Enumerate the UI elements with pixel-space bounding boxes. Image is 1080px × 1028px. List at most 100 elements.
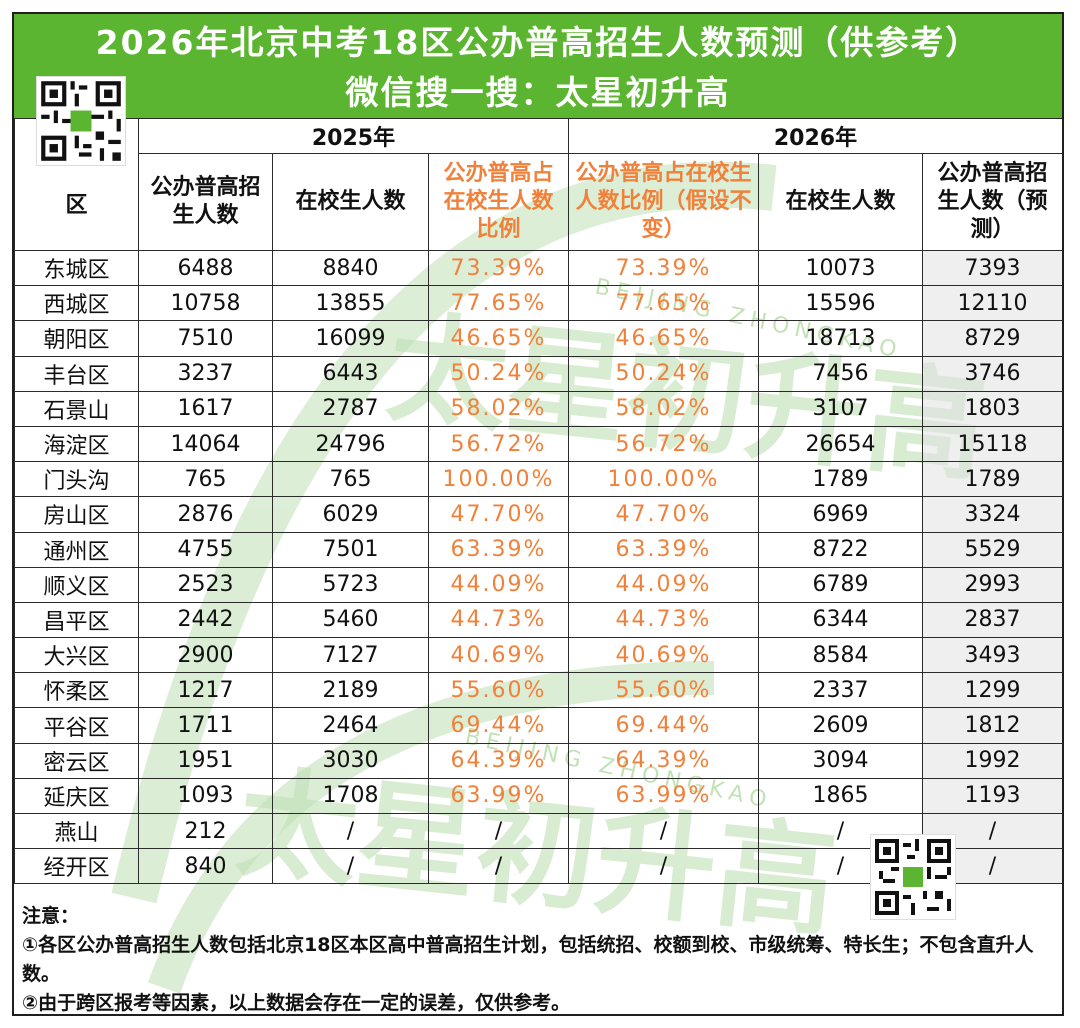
- table-row: 丰台区 3237 6443 50.24% 50.24% 7456 3746: [14, 355, 1062, 392]
- cell-ratio-2026: 77.65%: [568, 285, 759, 322]
- cell-students-2026: 8722: [758, 531, 923, 568]
- cell-ratio-2026: 69.44%: [568, 707, 759, 744]
- cell-students-2026: 2609: [758, 707, 923, 744]
- cell-enroll-2026: 2837: [922, 601, 1062, 639]
- cell-enroll-2026: 7393: [922, 249, 1062, 287]
- group-2026-header: 2026年: [568, 118, 1062, 154]
- cell-district: 通州区: [14, 531, 139, 568]
- cell-students-2026: 6344: [758, 601, 923, 639]
- cell-enroll-2025: 1217: [138, 672, 273, 709]
- qr-code-icon: [37, 77, 125, 165]
- cell-ratio-2026: 44.09%: [568, 566, 759, 603]
- title-banner: 2026年北京中考18区公办普高招生人数预测（供参考） 微信搜一搜：太星初升高: [14, 14, 1062, 118]
- cell-ratio-2025: 47.70%: [428, 496, 569, 533]
- cell-enroll-2025: 3237: [138, 355, 273, 392]
- cell-district: 海淀区: [14, 425, 139, 463]
- cell-students-2025: 13855: [272, 285, 429, 322]
- cell-district: 平谷区: [14, 707, 139, 744]
- cell-students-2025: 7127: [272, 637, 429, 674]
- cell-district: 怀柔区: [14, 672, 139, 709]
- cell-ratio-2025: 63.39%: [428, 531, 569, 568]
- cell-students-2025: 2464: [272, 707, 429, 744]
- cell-ratio-2026: 63.39%: [568, 531, 759, 568]
- cell-district: 门头沟: [14, 461, 139, 498]
- table-row: 怀柔区 1217 2189 55.60% 55.60% 2337 1299: [14, 672, 1062, 709]
- cell-ratio-2025: 56.72%: [428, 425, 569, 463]
- cell-students-2026: 26654: [758, 425, 923, 463]
- col-students-2026: 在校生人数: [758, 153, 923, 251]
- cell-enroll-2026: 2993: [922, 566, 1062, 603]
- qr-code-icon: [871, 835, 955, 919]
- cell-enroll-2025: 1951: [138, 742, 273, 779]
- cell-district: 丰台区: [14, 355, 139, 392]
- cell-ratio-2025: 44.09%: [428, 566, 569, 603]
- cell-enroll-2025: 765: [138, 461, 273, 498]
- notes-section: 注意： ①各区公办普高招生人数包括北京18区本区高中普高招生计划，包括统招、校额…: [14, 896, 1062, 1014]
- document-frame: 太星初升高 BEIJING ZHONGKAO 太星初升高 BEIJING ZHO…: [12, 12, 1064, 1016]
- cell-enroll-2025: 2523: [138, 566, 273, 603]
- cell-ratio-2026: 58.02%: [568, 390, 759, 427]
- cell-district: 东城区: [14, 249, 139, 287]
- cell-enroll-2025: 14064: [138, 425, 273, 463]
- cell-enroll-2025: 212: [138, 812, 273, 850]
- cell-students-2026: 15596: [758, 285, 923, 322]
- cell-ratio-2026: 46.65%: [568, 320, 759, 357]
- cell-district: 昌平区: [14, 601, 139, 639]
- page-subtitle: 微信搜一搜：太星初升高: [345, 73, 731, 112]
- col-enroll-2026: 公办普高招生人数（预测）: [922, 153, 1062, 251]
- cell-district: 燕山: [14, 812, 139, 850]
- cell-students-2025: /: [272, 848, 429, 885]
- cell-enroll-2025: 1093: [138, 777, 273, 815]
- cell-enroll-2026: /: [922, 812, 1062, 850]
- cell-students-2026: 8584: [758, 637, 923, 674]
- cell-enroll-2026: 1789: [922, 461, 1062, 498]
- table-row: 西城区 10758 13855 77.65% 77.65% 15596 12110: [14, 285, 1062, 322]
- cell-ratio-2026: 73.39%: [568, 249, 759, 287]
- cell-ratio-2026: 50.24%: [568, 355, 759, 392]
- cell-enroll-2025: 10758: [138, 285, 273, 322]
- cell-district: 大兴区: [14, 637, 139, 674]
- cell-ratio-2025: 50.24%: [428, 355, 569, 392]
- cell-ratio-2025: 100.00%: [428, 461, 569, 498]
- cell-ratio-2026: /: [568, 848, 759, 885]
- cell-students-2025: 2787: [272, 390, 429, 427]
- cell-students-2025: 1708: [272, 777, 429, 815]
- note-item-1: ①各区公办普高招生人数包括北京18区本区高中普高招生计划，包括统招、校额到校、市…: [22, 934, 1034, 985]
- table-row: 大兴区 2900 7127 40.69% 40.69% 8584 3493: [14, 637, 1062, 674]
- cell-enroll-2025: 1711: [138, 707, 273, 744]
- table-row: 密云区 1951 3030 64.39% 64.39% 3094 1992: [14, 742, 1062, 779]
- cell-students-2026: 7456: [758, 355, 923, 392]
- cell-ratio-2025: 40.69%: [428, 637, 569, 674]
- cell-ratio-2025: 69.44%: [428, 707, 569, 744]
- table-row: 东城区 6488 8840 73.39% 73.39% 10073 7393: [14, 249, 1062, 287]
- cell-enroll-2025: 2442: [138, 601, 273, 639]
- cell-district: 西城区: [14, 285, 139, 322]
- cell-students-2026: 18713: [758, 320, 923, 357]
- cell-students-2025: 7501: [272, 531, 429, 568]
- qr-code-bottom: [870, 834, 956, 920]
- cell-enroll-2026: 3493: [922, 637, 1062, 674]
- cell-enroll-2025: 2900: [138, 637, 273, 674]
- cell-enroll-2025: 7510: [138, 320, 273, 357]
- cell-students-2026: 3094: [758, 742, 923, 779]
- cell-ratio-2025: 63.99%: [428, 777, 569, 815]
- cell-enroll-2026: 3324: [922, 496, 1062, 533]
- cell-district: 顺义区: [14, 566, 139, 603]
- table-row: 石景山 1617 2787 58.02% 58.02% 3107 1803: [14, 390, 1062, 427]
- cell-students-2025: 16099: [272, 320, 429, 357]
- cell-ratio-2025: 58.02%: [428, 390, 569, 427]
- col-students-2025: 在校生人数: [272, 153, 429, 251]
- cell-students-2026: 2337: [758, 672, 923, 709]
- cell-students-2025: 765: [272, 461, 429, 498]
- cell-students-2026: 1865: [758, 777, 923, 815]
- table-row: 平谷区 1711 2464 69.44% 69.44% 2609 1812: [14, 707, 1062, 744]
- col-ratio-2025: 公办普高占在校生人数比例: [428, 153, 569, 251]
- cell-ratio-2025: 77.65%: [428, 285, 569, 322]
- cell-district: 朝阳区: [14, 320, 139, 357]
- district-header: 区: [65, 192, 88, 218]
- cell-district: 石景山: [14, 390, 139, 427]
- cell-enroll-2026: 1803: [922, 390, 1062, 427]
- cell-enroll-2025: 2876: [138, 496, 273, 533]
- cell-enroll-2026: 12110: [922, 285, 1062, 322]
- cell-students-2025: 2189: [272, 672, 429, 709]
